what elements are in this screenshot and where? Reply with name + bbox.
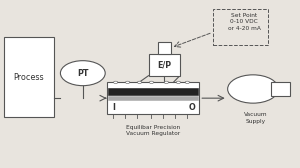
Circle shape xyxy=(228,75,278,103)
Bar xyxy=(108,96,198,100)
Text: I: I xyxy=(113,102,116,112)
Text: O: O xyxy=(188,102,195,112)
Text: Vacuum
Supply: Vacuum Supply xyxy=(244,112,268,123)
Circle shape xyxy=(149,81,154,83)
Text: Equilibar Precision
Vacuum Regulator: Equilibar Precision Vacuum Regulator xyxy=(126,125,180,136)
Text: Process: Process xyxy=(14,73,44,82)
Bar xyxy=(107,82,199,114)
Bar xyxy=(108,88,198,95)
Circle shape xyxy=(114,81,118,83)
Bar xyxy=(148,54,180,76)
Circle shape xyxy=(176,81,181,83)
Bar xyxy=(158,41,171,54)
Circle shape xyxy=(185,81,189,83)
Bar xyxy=(4,37,54,117)
Text: PT: PT xyxy=(77,69,88,78)
Bar xyxy=(213,9,268,45)
Circle shape xyxy=(125,81,130,83)
Circle shape xyxy=(137,81,142,83)
Circle shape xyxy=(164,81,169,83)
Bar xyxy=(271,81,290,96)
Circle shape xyxy=(60,61,105,86)
Text: E/P: E/P xyxy=(157,60,171,69)
Text: Set Point
0-10 VDC
or 4-20 mA: Set Point 0-10 VDC or 4-20 mA xyxy=(228,13,260,31)
